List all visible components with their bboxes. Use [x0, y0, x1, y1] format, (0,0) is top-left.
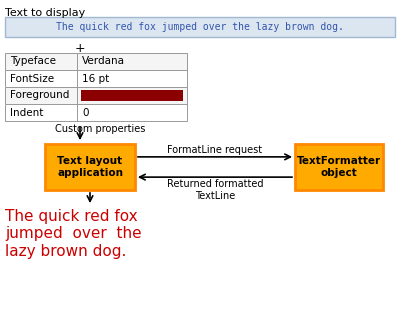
Text: 0: 0 — [82, 108, 89, 118]
Text: Text to display: Text to display — [5, 8, 85, 18]
Bar — [5, 53, 187, 70]
FancyBboxPatch shape — [45, 144, 135, 190]
Text: 16 pt: 16 pt — [82, 73, 109, 83]
Bar — [5, 53, 187, 70]
Bar — [81, 90, 183, 101]
Text: FormatLine request: FormatLine request — [167, 145, 263, 155]
Text: FontSize: FontSize — [10, 73, 54, 83]
Bar — [5, 70, 187, 87]
Text: The quick red fox jumped over the lazy brown dog.: The quick red fox jumped over the lazy b… — [56, 22, 344, 32]
Text: Foreground: Foreground — [10, 90, 69, 101]
Text: TextFormatter
object: TextFormatter object — [297, 156, 381, 178]
Bar — [5, 104, 187, 121]
Text: Verdana: Verdana — [82, 57, 125, 67]
Text: +: + — [75, 42, 85, 55]
Bar — [5, 70, 187, 87]
Text: Custom properties: Custom properties — [55, 124, 145, 134]
Bar — [5, 87, 187, 104]
Text: Returned formatted
TextLine: Returned formatted TextLine — [167, 179, 263, 201]
Bar — [5, 87, 187, 104]
Bar — [5, 104, 187, 121]
FancyBboxPatch shape — [295, 144, 383, 190]
Text: Typeface: Typeface — [10, 57, 56, 67]
Bar — [5, 17, 395, 37]
Text: Text layout
application: Text layout application — [57, 156, 123, 178]
Text: The quick red fox
jumped  over  the
lazy brown dog.: The quick red fox jumped over the lazy b… — [5, 209, 141, 259]
Text: Indent: Indent — [10, 108, 44, 118]
